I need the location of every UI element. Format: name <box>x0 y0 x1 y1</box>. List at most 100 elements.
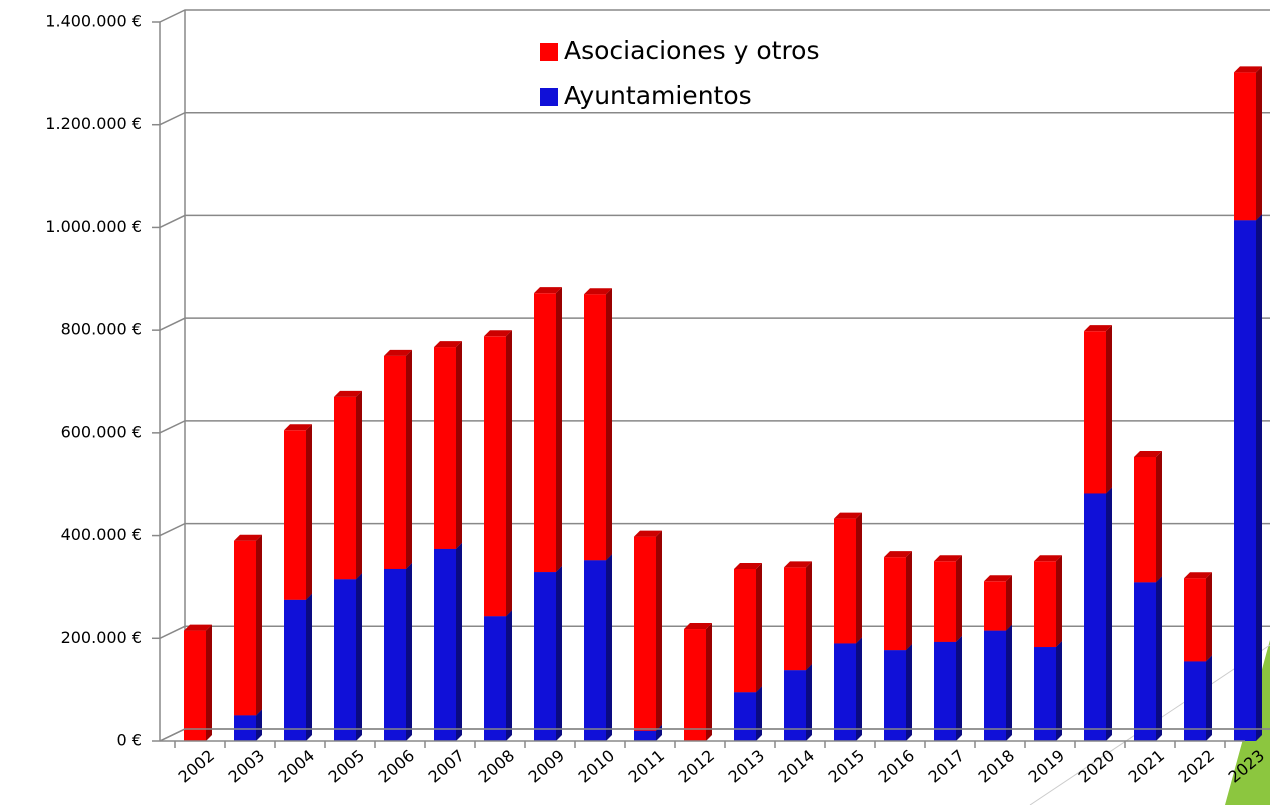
x-tick-label: 2022 <box>1175 746 1218 787</box>
bar-side <box>1056 555 1062 647</box>
bar-side <box>956 636 962 741</box>
bar <box>1084 331 1106 493</box>
grid-line <box>160 215 1270 227</box>
x-tick-label: 2020 <box>1075 746 1118 787</box>
bar-side <box>506 330 512 616</box>
bar-side <box>856 513 862 644</box>
bar-side <box>706 623 712 741</box>
bar <box>934 561 956 642</box>
bar <box>1034 647 1056 741</box>
bar <box>1234 72 1256 220</box>
grid-line <box>160 113 1270 125</box>
bar <box>1034 561 1056 647</box>
x-tick-label: 2003 <box>225 746 268 787</box>
y-tick-label: 1.000.000 € <box>45 217 142 236</box>
bar-side <box>656 531 662 731</box>
bar <box>534 293 556 572</box>
legend-swatch <box>540 88 558 106</box>
bar <box>434 549 456 741</box>
bar <box>334 397 356 579</box>
y-tick-label: 1.200.000 € <box>45 114 142 133</box>
y-tick-label: 0 € <box>117 731 142 750</box>
x-tick-label: 2017 <box>925 746 968 787</box>
legend-swatch <box>540 43 558 61</box>
bar-side <box>606 554 612 741</box>
bar-side <box>406 563 412 741</box>
chart: 0 €200.000 €400.000 €600.000 €800.000 €1… <box>0 0 1270 805</box>
bar <box>734 569 756 692</box>
bar-side <box>556 566 562 741</box>
y-tick-label: 800.000 € <box>61 320 142 339</box>
bar <box>384 569 406 741</box>
bar <box>584 560 606 741</box>
bar <box>284 600 306 741</box>
x-tick-label: 2011 <box>625 746 668 787</box>
bar <box>634 731 656 741</box>
bar-side <box>456 341 462 549</box>
x-tick-label: 2008 <box>475 746 518 787</box>
bar <box>1134 582 1156 741</box>
bar <box>634 537 656 731</box>
bar <box>234 715 256 741</box>
bar <box>284 430 306 599</box>
bar <box>584 294 606 560</box>
bar <box>1134 457 1156 582</box>
bar <box>1084 493 1106 741</box>
bar-side <box>406 350 412 569</box>
bar <box>934 642 956 741</box>
bar-side <box>606 288 612 560</box>
x-tick-label: 2010 <box>575 746 618 787</box>
bar <box>784 567 806 670</box>
bar-side <box>1206 572 1212 661</box>
x-tick-label: 2006 <box>375 746 418 787</box>
grid-line <box>160 10 1270 22</box>
bar-side <box>856 637 862 741</box>
x-tick-label: 2012 <box>675 746 718 787</box>
bar-side <box>906 551 912 650</box>
bar <box>734 692 756 741</box>
x-tick-label: 2005 <box>325 746 368 787</box>
bar <box>834 519 856 644</box>
bar-side <box>756 563 762 692</box>
bar-side <box>1156 576 1162 741</box>
bar-side <box>556 287 562 572</box>
bar <box>534 572 556 741</box>
bar <box>384 356 406 569</box>
bar-side <box>356 391 362 579</box>
bar <box>884 650 906 741</box>
bar <box>184 631 206 741</box>
bar-side <box>506 610 512 741</box>
bar-side <box>1256 214 1262 741</box>
bar <box>884 557 906 650</box>
bar <box>234 541 256 716</box>
bar <box>784 670 806 741</box>
x-tick-label: 2007 <box>425 746 468 787</box>
bar <box>484 616 506 741</box>
x-tick-label: 2019 <box>1025 746 1068 787</box>
y-tick-label: 600.000 € <box>61 422 142 441</box>
bar-side <box>1206 655 1212 741</box>
bar-side <box>456 543 462 741</box>
bar <box>834 643 856 741</box>
bar-side <box>806 561 812 670</box>
bar-side <box>356 573 362 741</box>
bar <box>684 629 706 741</box>
bar-side <box>1106 325 1112 493</box>
y-tick-label: 200.000 € <box>61 628 142 647</box>
bar <box>1184 578 1206 661</box>
bar-side <box>1106 487 1112 741</box>
bar-side <box>256 535 262 716</box>
x-tick-label: 2015 <box>825 746 868 787</box>
x-tick-label: 2016 <box>875 746 918 787</box>
bar-side <box>306 594 312 741</box>
bar-side <box>1006 575 1012 630</box>
x-tick-label: 2004 <box>275 746 318 787</box>
bar <box>984 631 1006 741</box>
bar-side <box>306 424 312 599</box>
bar-side <box>1056 641 1062 741</box>
bar-side <box>756 686 762 741</box>
x-tick-label: 2002 <box>175 746 218 787</box>
y-tick-label: 1.400.000 € <box>45 12 142 31</box>
